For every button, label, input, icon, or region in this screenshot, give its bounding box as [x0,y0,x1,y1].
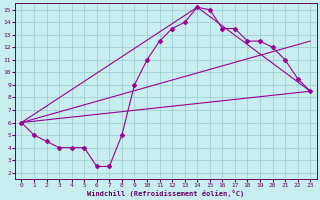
X-axis label: Windchill (Refroidissement éolien,°C): Windchill (Refroidissement éolien,°C) [87,190,244,197]
